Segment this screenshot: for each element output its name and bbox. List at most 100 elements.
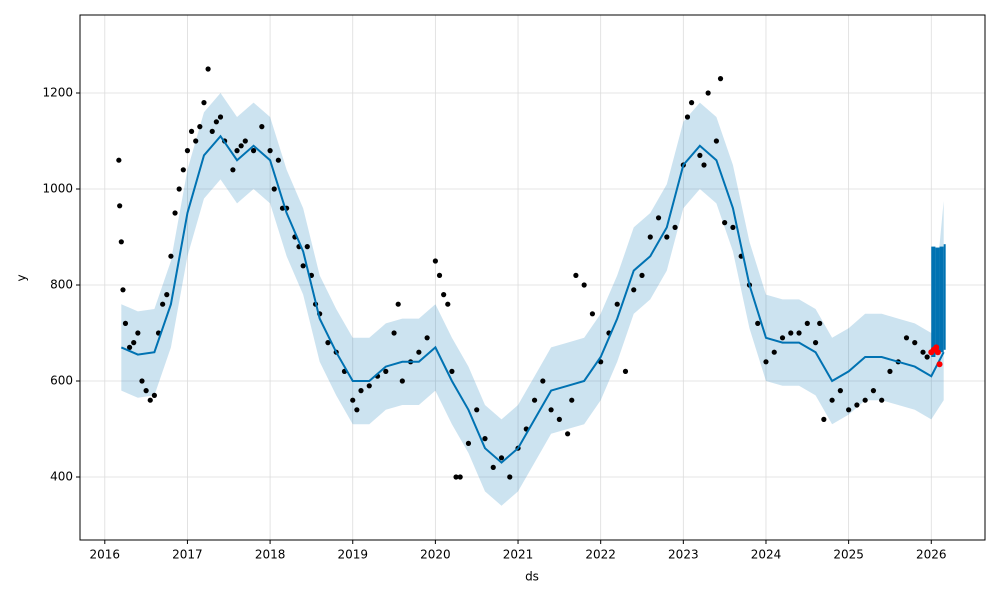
observed-point — [465, 440, 472, 446]
recent-point — [934, 349, 941, 356]
observed-point — [812, 340, 819, 346]
observed-point — [672, 224, 678, 230]
observed-point — [300, 263, 306, 269]
observed-point — [453, 474, 459, 480]
observed-point — [242, 138, 248, 144]
observed-point — [771, 349, 777, 355]
observed-point — [705, 90, 711, 96]
observed-point — [730, 224, 736, 230]
plot-frame — [79, 14, 986, 541]
observed-point — [230, 167, 236, 173]
observed-point — [581, 282, 587, 288]
observed-point — [135, 330, 141, 336]
x-axis-label: ds — [525, 570, 539, 584]
observed-point — [862, 397, 868, 403]
observed-point — [176, 186, 182, 192]
observed-point — [304, 244, 310, 250]
recent-point — [933, 344, 940, 351]
observed-point — [126, 344, 133, 350]
observed-point — [160, 301, 166, 307]
x-tick-label: 2017 — [172, 548, 203, 562]
observed-point — [449, 368, 455, 374]
forecast-line — [120, 134, 945, 464]
observed-point — [796, 330, 802, 336]
observed-point — [722, 220, 728, 226]
forecast-block — [943, 244, 946, 350]
observed-point — [531, 397, 538, 403]
x-tick-label: 2019 — [337, 548, 368, 562]
observed-point — [184, 148, 191, 154]
observed-point — [912, 340, 918, 346]
observed-point — [147, 397, 153, 403]
observed-point — [143, 388, 149, 394]
uncertainty-band — [121, 93, 944, 506]
observed-point — [837, 388, 843, 394]
observed-point — [117, 203, 123, 209]
forecast-block — [935, 247, 940, 355]
x-tick-label: 2020 — [420, 548, 451, 562]
x-tick-label: 2026 — [916, 548, 947, 562]
forecast-block — [939, 246, 944, 353]
observed-point — [436, 272, 443, 278]
observed-point — [556, 416, 562, 422]
observed-point — [713, 138, 719, 144]
forecast-block — [931, 246, 936, 357]
observed-point — [474, 407, 480, 413]
observed-point — [164, 292, 170, 298]
observed-point — [755, 320, 761, 326]
observed-point — [870, 388, 877, 394]
observed-point — [395, 301, 401, 307]
observed-point — [441, 292, 447, 298]
y-tick-label: 600 — [50, 374, 73, 388]
observed-point — [271, 186, 277, 192]
observed-point — [565, 431, 571, 437]
observed-point — [804, 320, 810, 326]
recent-point — [936, 361, 943, 368]
y-axis-label: y — [15, 274, 29, 281]
observed-point — [424, 335, 430, 341]
x-tick-label: 2016 — [90, 548, 121, 562]
observed-point — [631, 287, 637, 293]
observed-point — [151, 392, 157, 398]
x-tick-label: 2022 — [585, 548, 616, 562]
observed-point — [829, 397, 835, 403]
observed-point — [924, 354, 930, 360]
observed-point — [887, 368, 893, 374]
observed-point — [647, 234, 653, 240]
observed-point — [717, 76, 724, 82]
observed-point — [445, 301, 451, 307]
observed-point — [920, 349, 926, 355]
observed-point — [639, 272, 645, 278]
observed-point — [358, 388, 364, 394]
observed-point — [139, 378, 145, 384]
observed-point — [172, 210, 178, 216]
observed-point — [188, 128, 195, 134]
observed-point — [250, 148, 257, 154]
observed-point — [193, 138, 199, 144]
observed-point — [490, 464, 496, 470]
observed-point — [209, 128, 215, 134]
observed-point — [122, 320, 129, 326]
observed-point — [366, 383, 372, 389]
observed-point — [234, 148, 240, 154]
observed-point — [354, 407, 360, 413]
observed-point — [854, 402, 860, 408]
observed-point — [817, 320, 823, 326]
observed-point — [664, 234, 670, 240]
observed-point — [432, 258, 438, 264]
observed-point — [205, 66, 211, 72]
observed-point — [788, 330, 794, 336]
observed-point — [903, 335, 910, 341]
observed-point — [507, 474, 513, 480]
observed-point — [821, 416, 827, 422]
x-tick-label: 2025 — [833, 548, 864, 562]
observed-point — [275, 157, 281, 163]
x-tick-label: 2023 — [668, 548, 699, 562]
observed-point — [684, 114, 691, 120]
observed-point — [416, 349, 422, 355]
observed-point — [168, 253, 174, 259]
observed-point — [399, 378, 405, 384]
observed-point — [540, 378, 546, 384]
observed-point — [350, 397, 356, 403]
